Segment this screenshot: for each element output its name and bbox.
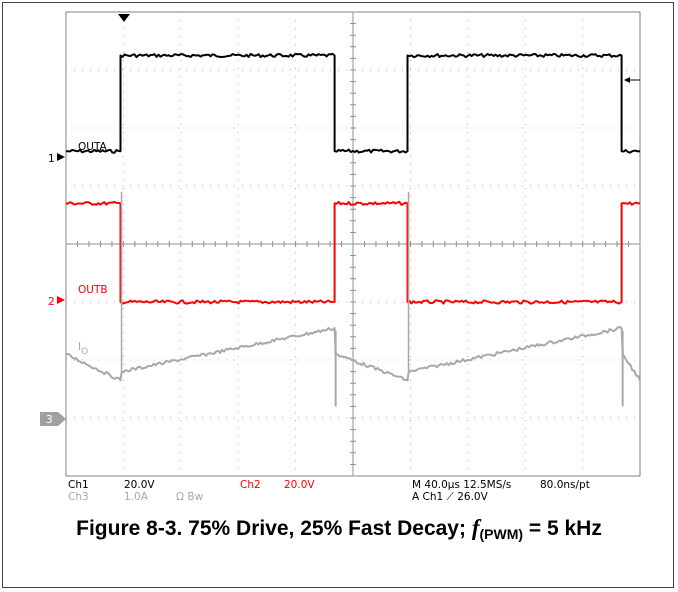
trigger-level-marker [624,77,640,83]
caption-main: Figure 8-3. 75% Drive, 25% Fast Decay; [76,517,472,540]
record-readout: 80.0ns/pt [540,479,590,491]
outa-label: OUTA [78,141,108,153]
trace-io [65,325,641,382]
timebase-readout: M 40.0µs 12.5MS/s [412,479,511,491]
ch1-readout-scale: 20.0V [124,479,155,491]
scope-readout: Ch1 20.0V Ch2 20.0V Ch3 1.0A Ω Bw M 40.0… [68,479,590,500]
trigger-position-marker [118,14,130,22]
io-label: IO [78,341,88,357]
figure-caption: Figure 8-3. 75% Drive, 25% Fast Decay; f… [20,512,658,550]
trace-outa [66,52,641,154]
ch3-readout-name: Ch3 [68,491,89,500]
ch1-marker-label: 1 [48,153,55,165]
oscilloscope-plot: 1 2 3 OUTA OUTB IO Ch1 20.0V Ch2 20.0V C… [40,11,641,500]
graticule [65,11,641,477]
ch1-readout-name: Ch1 [68,479,89,491]
caption-value: = 5 kHz [523,517,602,540]
ch3-marker: 3 [40,412,66,426]
caption-f-symbol: f [471,515,480,540]
caption-f-subscript: (PWM) [479,526,524,542]
outb-label: OUTB [78,284,108,296]
ch2-marker-label: 2 [48,296,55,308]
ch2-readout-name: Ch2 [240,479,261,491]
ch2-marker: 2 [48,296,65,308]
trigger-readout: A Ch1 ⟋ 26.0V [412,491,489,500]
ch2-readout-scale: 20.0V [284,479,315,491]
ch3-marker-label: 3 [46,414,53,426]
trace-outb [65,200,641,305]
ch3-readout-units: Ω Bw [176,491,204,500]
ch1-marker: 1 [48,153,65,165]
ch3-readout-scale: 1.0A [124,491,149,500]
traces [65,52,641,407]
